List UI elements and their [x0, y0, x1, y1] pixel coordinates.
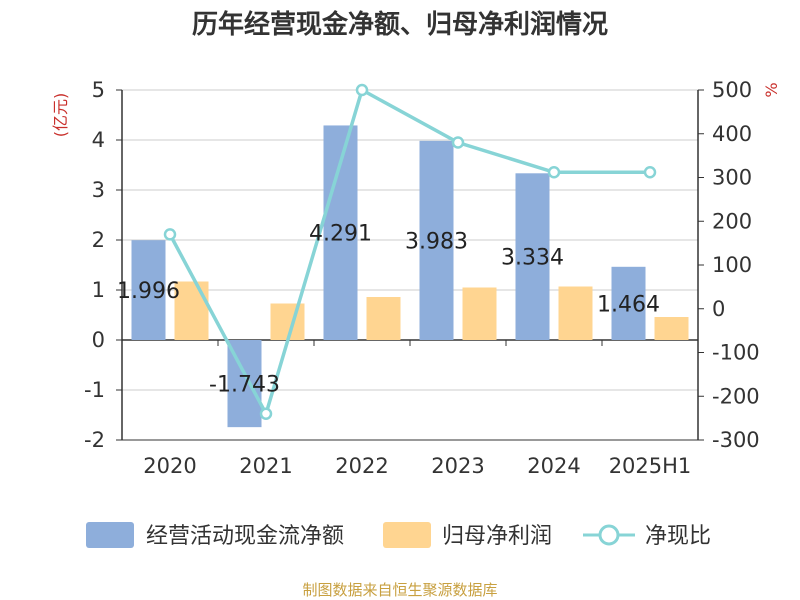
x-tick-label: 2023 [431, 454, 484, 478]
x-tick-label: 2022 [335, 454, 388, 478]
right-tick-label: -100 [712, 341, 760, 365]
data-label-cashflow: 4.291 [309, 222, 372, 247]
bar-cashflow [515, 173, 550, 340]
left-tick-label: 0 [92, 328, 105, 352]
data-label-cashflow: 1.996 [117, 279, 180, 304]
x-tick-label: 2021 [239, 454, 292, 478]
right-tick-label: 0 [712, 297, 725, 321]
right-tick-label: 200 [712, 209, 752, 233]
bar-cashflow [611, 266, 646, 340]
left-tick-label: 2 [92, 228, 105, 252]
chart-title: 历年经营现金净额、归母净利润情况 [192, 9, 608, 40]
right-tick-label: -300 [712, 428, 760, 452]
axes: -2 -1 0 1 2 3 4 5 -300 -200 -100 0 100 200 300 400 500 20… [84, 78, 760, 478]
data-label-cashflow: 1.464 [597, 292, 660, 317]
data-label-cashflow: 3.983 [405, 229, 468, 254]
ratio-point [259, 407, 273, 420]
left-tick-label: 1 [92, 278, 105, 302]
legend: 经营活动现金流净额 归母净利润 净现比 [86, 522, 711, 549]
ratio-line-path [168, 87, 650, 419]
left-tick-label: -1 [84, 378, 105, 402]
bar-netprofit [654, 317, 689, 340]
legend-label-netprofit: 归母净利润 [442, 524, 552, 549]
x-tick-label: 2025H1 [609, 454, 692, 478]
right-tick-label: 500 [712, 78, 752, 102]
data-label-cashflow: -1.743 [209, 373, 280, 398]
bar-cashflow [131, 240, 166, 340]
source-note: 制图数据来自恒生聚源数据库 [302, 581, 497, 599]
data-label-cashflow: 3.334 [501, 246, 564, 271]
left-tick-label: -2 [84, 428, 105, 452]
ratio-point [547, 166, 561, 179]
left-axis-unit: (亿元) [51, 93, 70, 138]
bar-netprofit [270, 303, 305, 340]
bar-netprofit [366, 297, 401, 340]
legend-label-ratio: 净现比 [645, 524, 711, 549]
right-tick-label: 100 [712, 253, 752, 277]
bar-cashflow [419, 140, 454, 340]
ratio-point [163, 228, 177, 241]
legend-label-cashflow: 经营活动现金流净额 [146, 524, 344, 549]
ratio-point [451, 136, 465, 149]
bar-netprofit [558, 286, 593, 340]
left-tick-label: 4 [92, 128, 105, 152]
bar-netprofit [462, 287, 497, 340]
right-axis-unit: % [762, 82, 781, 97]
legend-swatch-netprofit [383, 522, 431, 548]
x-tick-label: 2024 [527, 454, 580, 478]
left-tick-label: 3 [92, 178, 105, 202]
ratio-line [163, 83, 657, 420]
right-tick-label: -200 [712, 384, 760, 408]
left-tick-label: 5 [92, 78, 105, 102]
right-tick-label: 300 [712, 166, 752, 190]
legend-marker-ratio [598, 524, 620, 546]
data-labels: 1.996 -1.743 4.291 3.983 3.334 1.464 [117, 222, 660, 398]
x-tick-label: 2020 [143, 454, 196, 478]
ratio-point [643, 166, 657, 179]
bar-netprofit [174, 281, 209, 340]
legend-swatch-cashflow [86, 522, 134, 548]
right-tick-label: 400 [712, 122, 752, 146]
ratio-point [355, 83, 369, 97]
